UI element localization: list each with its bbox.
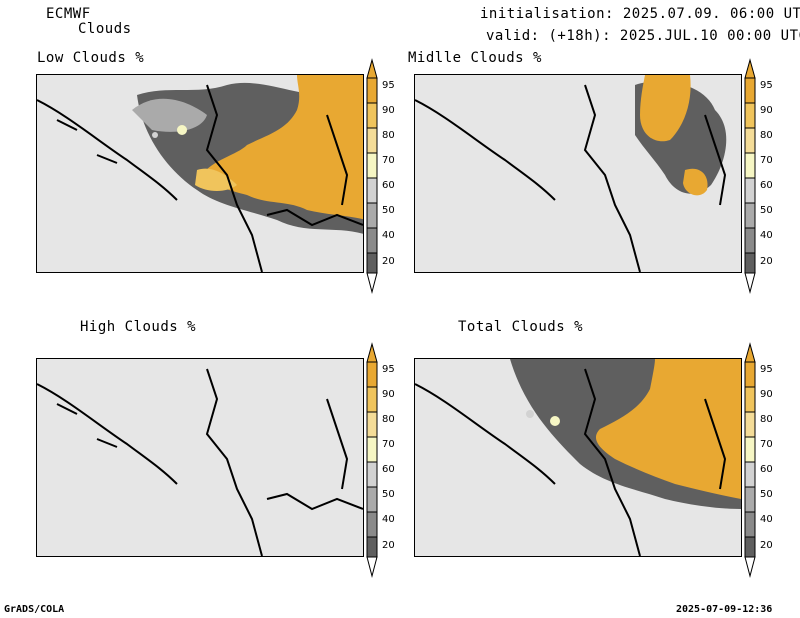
footer-timestamp: 2025-07-09-12:36 xyxy=(676,604,773,615)
panel-title-middle: Midlle Clouds % xyxy=(408,50,542,66)
colorbar-label-95: 95 xyxy=(760,364,773,375)
colorbar-label-80: 80 xyxy=(382,130,395,141)
colorbar-top-right: 95 90 80 70 60 50 40 20 xyxy=(744,58,773,294)
colorbar-label-50: 50 xyxy=(760,489,773,500)
colorbar-ramp xyxy=(366,342,378,578)
colorbar-label-40: 40 xyxy=(382,514,395,525)
valid-time: valid: (+18h): 2025.JUL.10 00:00 UTC xyxy=(486,28,800,44)
colorbar-label-95: 95 xyxy=(760,80,773,91)
middle-clouds-fields xyxy=(415,75,727,272)
panel-title-total: Total Clouds % xyxy=(458,319,584,335)
colorbar-label-80: 80 xyxy=(382,414,395,425)
colorbar-label-70: 70 xyxy=(382,439,395,450)
colorbar-label-90: 90 xyxy=(382,105,395,116)
colorbar-label-20: 20 xyxy=(760,540,773,551)
colorbar-ramp xyxy=(744,342,756,578)
colorbar-label-70: 70 xyxy=(760,439,773,450)
colorbar-label-40: 40 xyxy=(760,514,773,525)
colorbar-label-70: 70 xyxy=(382,155,395,166)
colorbar-label-60: 60 xyxy=(760,464,773,475)
model-name: ECMWF xyxy=(46,6,91,22)
colorbar-top-left: 95 90 80 70 60 50 40 20 xyxy=(366,58,395,294)
colorbar-label-95: 95 xyxy=(382,80,395,91)
colorbar-label-20: 20 xyxy=(382,540,395,551)
footer-software: GrADS/COLA xyxy=(4,604,65,615)
colorbar-label-60: 60 xyxy=(382,180,395,191)
product-name: Clouds xyxy=(78,21,132,37)
colorbar-ramp xyxy=(366,58,378,294)
colorbar-label-80: 80 xyxy=(760,414,773,425)
colorbar-ramp xyxy=(744,58,756,294)
colorbar-label-20: 20 xyxy=(382,256,395,267)
total-clouds-map xyxy=(414,358,742,557)
colorbar-label-60: 60 xyxy=(382,464,395,475)
colorbar-label-70: 70 xyxy=(760,155,773,166)
init-time: initialisation: 2025.07.09. 06:00 UTC xyxy=(480,6,800,22)
colorbar-label-90: 90 xyxy=(382,389,395,400)
colorbar-label-40: 40 xyxy=(760,230,773,241)
colorbar-label-50: 50 xyxy=(760,205,773,216)
colorbar-bottom-left: 95 90 80 70 60 50 40 20 xyxy=(366,342,395,578)
colorbar-label-40: 40 xyxy=(382,230,395,241)
total-clouds-fields xyxy=(415,359,741,556)
panel-title-high: High Clouds % xyxy=(80,319,197,335)
low-clouds-fields xyxy=(37,75,363,272)
colorbar-label-90: 90 xyxy=(760,105,773,116)
high-clouds-map xyxy=(36,358,364,557)
panel-title-low: Low Clouds % xyxy=(37,50,145,66)
high-clouds-fields xyxy=(37,368,363,556)
colorbar-label-80: 80 xyxy=(760,130,773,141)
middle-clouds-map xyxy=(414,74,742,273)
low-clouds-map xyxy=(36,74,364,273)
colorbar-label-90: 90 xyxy=(760,389,773,400)
colorbar-label-95: 95 xyxy=(382,364,395,375)
colorbar-label-60: 60 xyxy=(760,180,773,191)
colorbar-bottom-right: 95 90 80 70 60 50 40 20 xyxy=(744,342,773,578)
colorbar-label-50: 50 xyxy=(382,205,395,216)
colorbar-label-50: 50 xyxy=(382,489,395,500)
colorbar-label-20: 20 xyxy=(760,256,773,267)
